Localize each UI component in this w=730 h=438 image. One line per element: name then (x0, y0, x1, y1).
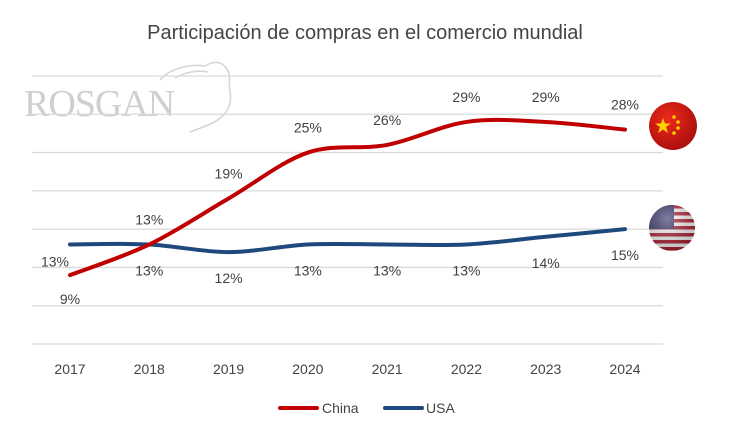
china-data-label: 28% (611, 97, 639, 113)
china-data-label: 26% (373, 112, 401, 128)
usa-data-label: 13% (452, 262, 480, 278)
china-line (68, 117, 627, 278)
china-data-label: 13% (135, 211, 163, 227)
logo-text: ROSGAN (24, 83, 175, 125)
china-data-label: 29% (532, 89, 560, 105)
china-data-label: 25% (294, 120, 322, 136)
x-tick-label: 2020 (292, 361, 323, 377)
legend-label: China (322, 400, 359, 416)
x-tick-label: 2018 (134, 361, 165, 377)
x-tick-label: 2019 (213, 361, 244, 377)
x-tick-label: 2017 (54, 361, 85, 377)
usa-data-label: 13% (294, 262, 322, 278)
usa-data-label: 14% (532, 255, 560, 271)
usa-data-label: 13% (41, 253, 69, 269)
x-tick-label: 2022 (451, 361, 482, 377)
usa-data-label: 13% (135, 262, 163, 278)
usa-line (68, 227, 627, 255)
rosgan-logo: ROSGAN (24, 61, 232, 133)
china-data-label: 9% (60, 291, 80, 307)
usa-data-label: 12% (215, 270, 243, 286)
legend-label: USA (426, 400, 455, 416)
x-tick-label: 2023 (530, 361, 561, 377)
legend-item-china: China (278, 400, 359, 416)
x-tick-label: 2024 (609, 361, 640, 377)
x-tick-label: 2021 (372, 361, 403, 377)
china-data-label: 29% (452, 89, 480, 105)
china-data-label: 19% (215, 166, 243, 182)
china-flag-icon (649, 102, 697, 150)
usa-data-label: 15% (611, 247, 639, 263)
usa-data-label: 13% (373, 262, 401, 278)
chart-title: Participación de compras en el comercio … (147, 22, 583, 44)
legend-item-usa: USA (383, 400, 455, 416)
usa-flag-icon (649, 205, 695, 251)
